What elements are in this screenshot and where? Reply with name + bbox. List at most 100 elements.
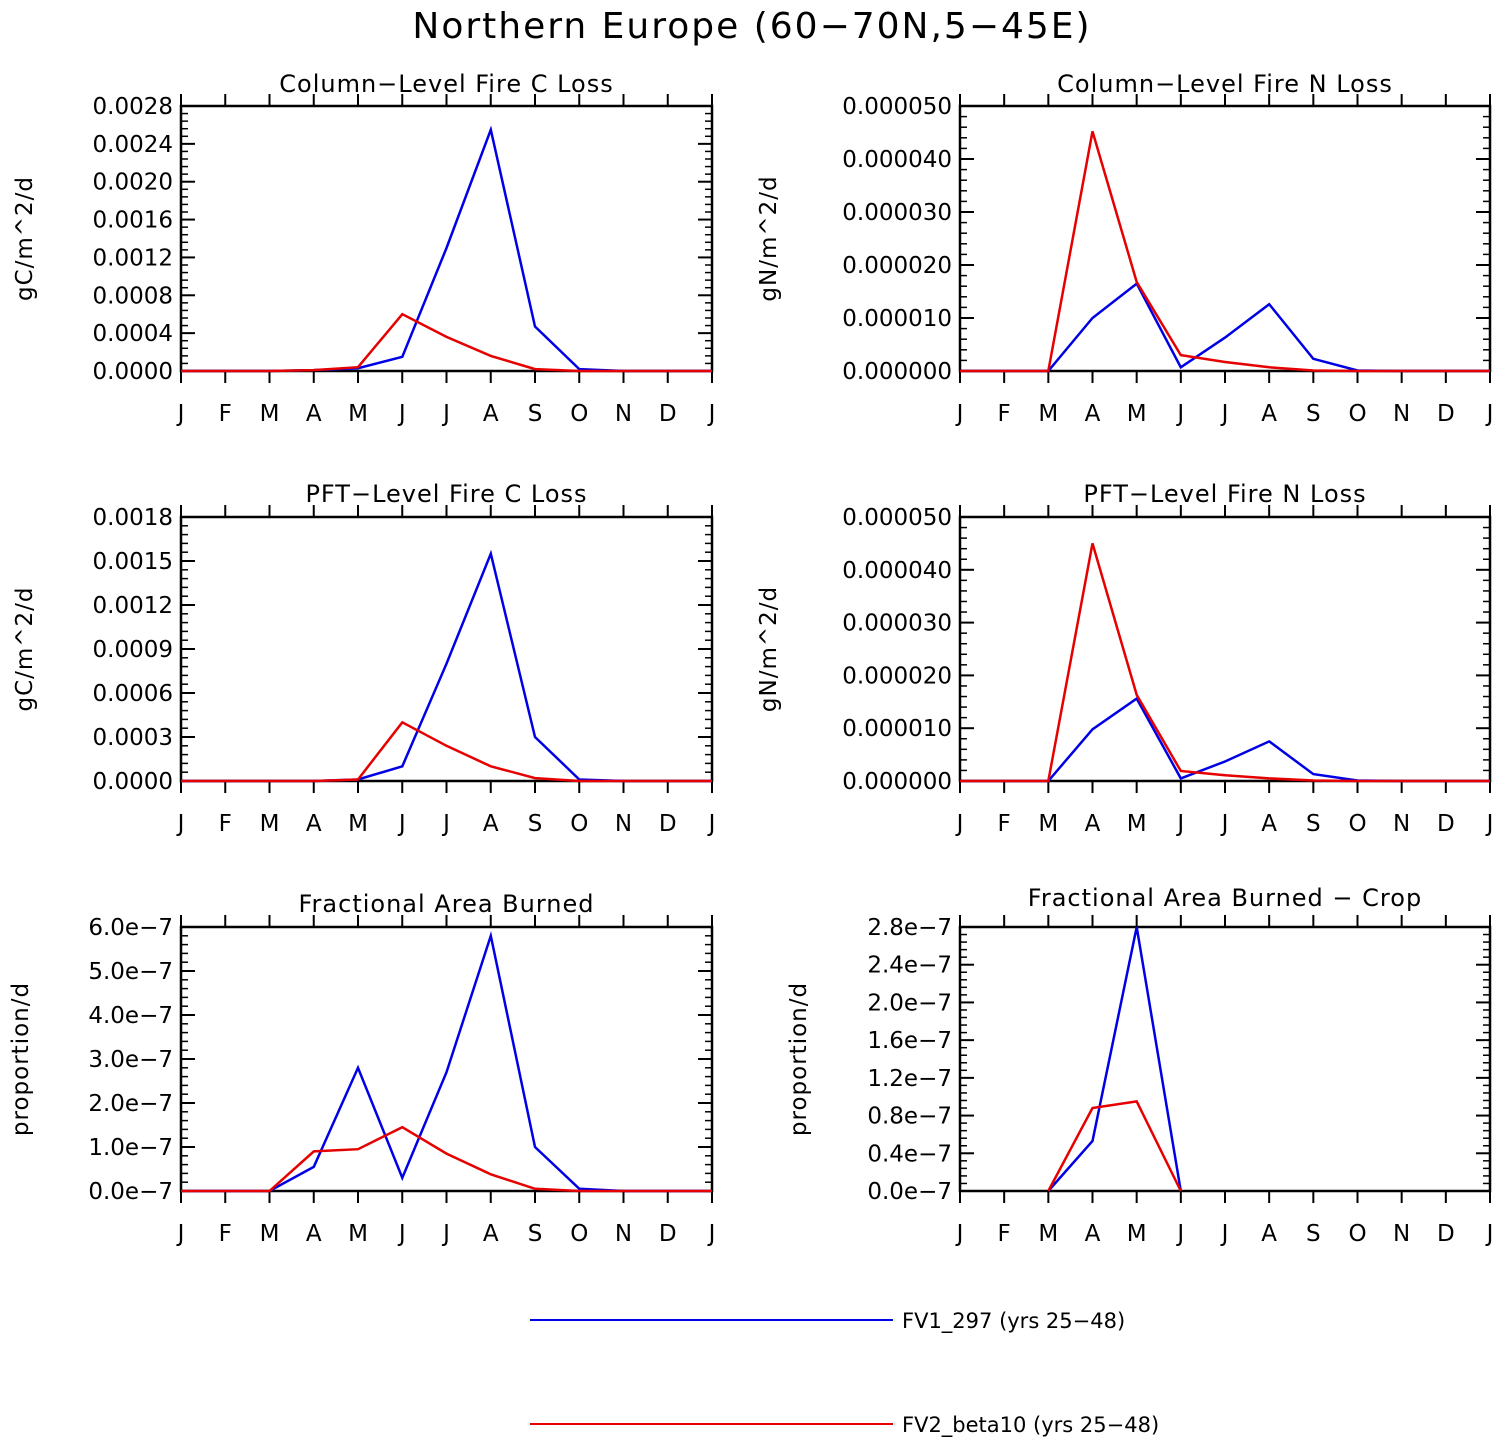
y-tick-label: 0.0012 <box>93 245 173 271</box>
y-tick-label: 0.000020 <box>842 663 952 689</box>
x-tick-label: M <box>1127 811 1147 837</box>
x-tick-label: A <box>306 811 322 837</box>
x-tick-label: J <box>955 401 964 427</box>
y-axis-label: gC/m^2/d <box>12 176 38 301</box>
y-tick-label: 0.0003 <box>93 725 173 751</box>
plot-frame <box>179 515 714 783</box>
y-tick-label: 0.0024 <box>93 132 173 158</box>
series-line-1 <box>181 125 712 373</box>
x-tick-label: N <box>1393 1221 1410 1247</box>
y-tick-label: 2.0e−7 <box>88 1091 173 1117</box>
x-tick-label: J <box>707 1221 716 1247</box>
x-tick-label: M <box>1038 811 1058 837</box>
x-tick-label: M <box>260 401 280 427</box>
y-tick-label: 0.0004 <box>93 321 173 347</box>
x-tick-label: J <box>707 811 716 837</box>
x-tick-label: J <box>955 811 964 837</box>
x-tick-label: D <box>1437 401 1455 427</box>
y-tick-label: 6.0e−7 <box>88 915 173 941</box>
plot-frame <box>958 104 1492 373</box>
series-line-1 <box>1047 926 1183 1192</box>
x-tick-label: J <box>1485 811 1494 837</box>
x-tick-label: S <box>528 1221 543 1247</box>
panel-title: PFT−Level Fire C Loss <box>305 480 587 508</box>
x-tick-label: J <box>707 401 716 427</box>
panel-title: PFT−Level Fire N Loss <box>1083 480 1366 508</box>
x-tick-label: A <box>483 1221 499 1247</box>
x-tick-label: J <box>1175 1221 1184 1247</box>
legend: FV1_297 (yrs 25−48) FV2_beta10 (yrs 25−4… <box>530 1309 1159 1438</box>
x-tick-label: M <box>260 1221 280 1247</box>
series-line-2 <box>181 1125 712 1193</box>
x-tick-label: J <box>1220 401 1229 427</box>
x-tick-label: A <box>1261 401 1277 427</box>
x-tick-label: D <box>659 811 677 837</box>
series-line-2 <box>181 312 712 373</box>
x-tick-label: N <box>615 401 632 427</box>
x-tick-label: J <box>1485 1221 1494 1247</box>
plot-frame <box>179 925 714 1193</box>
y-tick-label: 0.000030 <box>842 200 952 226</box>
x-tick-label: O <box>1348 1221 1366 1247</box>
x-tick-label: A <box>306 401 322 427</box>
x-tick-label: M <box>348 811 368 837</box>
y-tick-label: 0.4e−7 <box>867 1141 952 1167</box>
x-tick-label: J <box>176 811 185 837</box>
x-tick-label: A <box>483 811 499 837</box>
x-tick-label: J <box>1175 401 1184 427</box>
x-tick-label: J <box>441 811 450 837</box>
x-tick-label: F <box>998 811 1011 837</box>
y-tick-label: 0.000010 <box>842 716 952 742</box>
x-tick-label: J <box>1175 811 1184 837</box>
y-tick-label: 0.0015 <box>93 549 173 575</box>
y-tick-label: 5.0e−7 <box>88 959 173 985</box>
y-tick-label: 0.0000 <box>93 359 173 385</box>
panel-title: Column−Level Fire N Loss <box>1057 70 1393 98</box>
y-tick-label: 0.0020 <box>93 170 173 196</box>
y-tick-label: 0.0009 <box>93 637 173 663</box>
series-line-2 <box>960 131 1490 373</box>
x-tick-label: A <box>1085 811 1101 837</box>
x-tick-label: O <box>570 401 588 427</box>
series-line-1 <box>960 281 1490 373</box>
y-tick-label: 3.0e−7 <box>88 1047 173 1073</box>
y-tick-label: 0.000020 <box>842 253 952 279</box>
legend-label-series-1: FV1_297 (yrs 25−48) <box>902 1309 1125 1334</box>
y-tick-label: 1.0e−7 <box>88 1135 173 1161</box>
x-tick-label: S <box>528 401 543 427</box>
legend-label-series-2: FV2_beta10 (yrs 25−48) <box>902 1413 1159 1438</box>
panel-title: Fractional Area Burned − Crop <box>1028 884 1422 912</box>
x-tick-label: A <box>1085 1221 1101 1247</box>
x-tick-label: J <box>176 1221 185 1247</box>
y-tick-label: 0.0016 <box>93 208 173 234</box>
plot-frame <box>179 104 714 373</box>
x-tick-label: N <box>1393 401 1410 427</box>
x-tick-label: F <box>219 401 232 427</box>
x-tick-label: O <box>570 811 588 837</box>
y-tick-label: 2.0e−7 <box>867 990 952 1016</box>
y-tick-label: 0.0e−7 <box>867 1179 952 1205</box>
x-tick-label: A <box>306 1221 322 1247</box>
y-tick-label: 1.2e−7 <box>867 1066 952 1092</box>
x-tick-label: A <box>1261 811 1277 837</box>
y-tick-label: 0.000030 <box>842 611 952 637</box>
y-axis-label: gC/m^2/d <box>12 586 38 711</box>
x-tick-label: M <box>1127 401 1147 427</box>
y-axis-label: proportion/d <box>786 982 812 1136</box>
series-line-2 <box>1047 1100 1182 1192</box>
y-tick-label: 2.8e−7 <box>867 915 952 941</box>
x-tick-label: S <box>1306 1221 1321 1247</box>
y-tick-label: 0.000000 <box>842 359 952 385</box>
x-tick-label: S <box>1306 811 1321 837</box>
x-tick-label: J <box>441 401 450 427</box>
x-tick-label: D <box>659 401 677 427</box>
y-axis-label: gN/m^2/d <box>756 586 782 712</box>
x-tick-label: M <box>348 1221 368 1247</box>
panel-title: Column−Level Fire C Loss <box>279 70 614 98</box>
y-tick-label: 0.0e−7 <box>88 1179 173 1205</box>
x-tick-label: J <box>397 811 406 837</box>
